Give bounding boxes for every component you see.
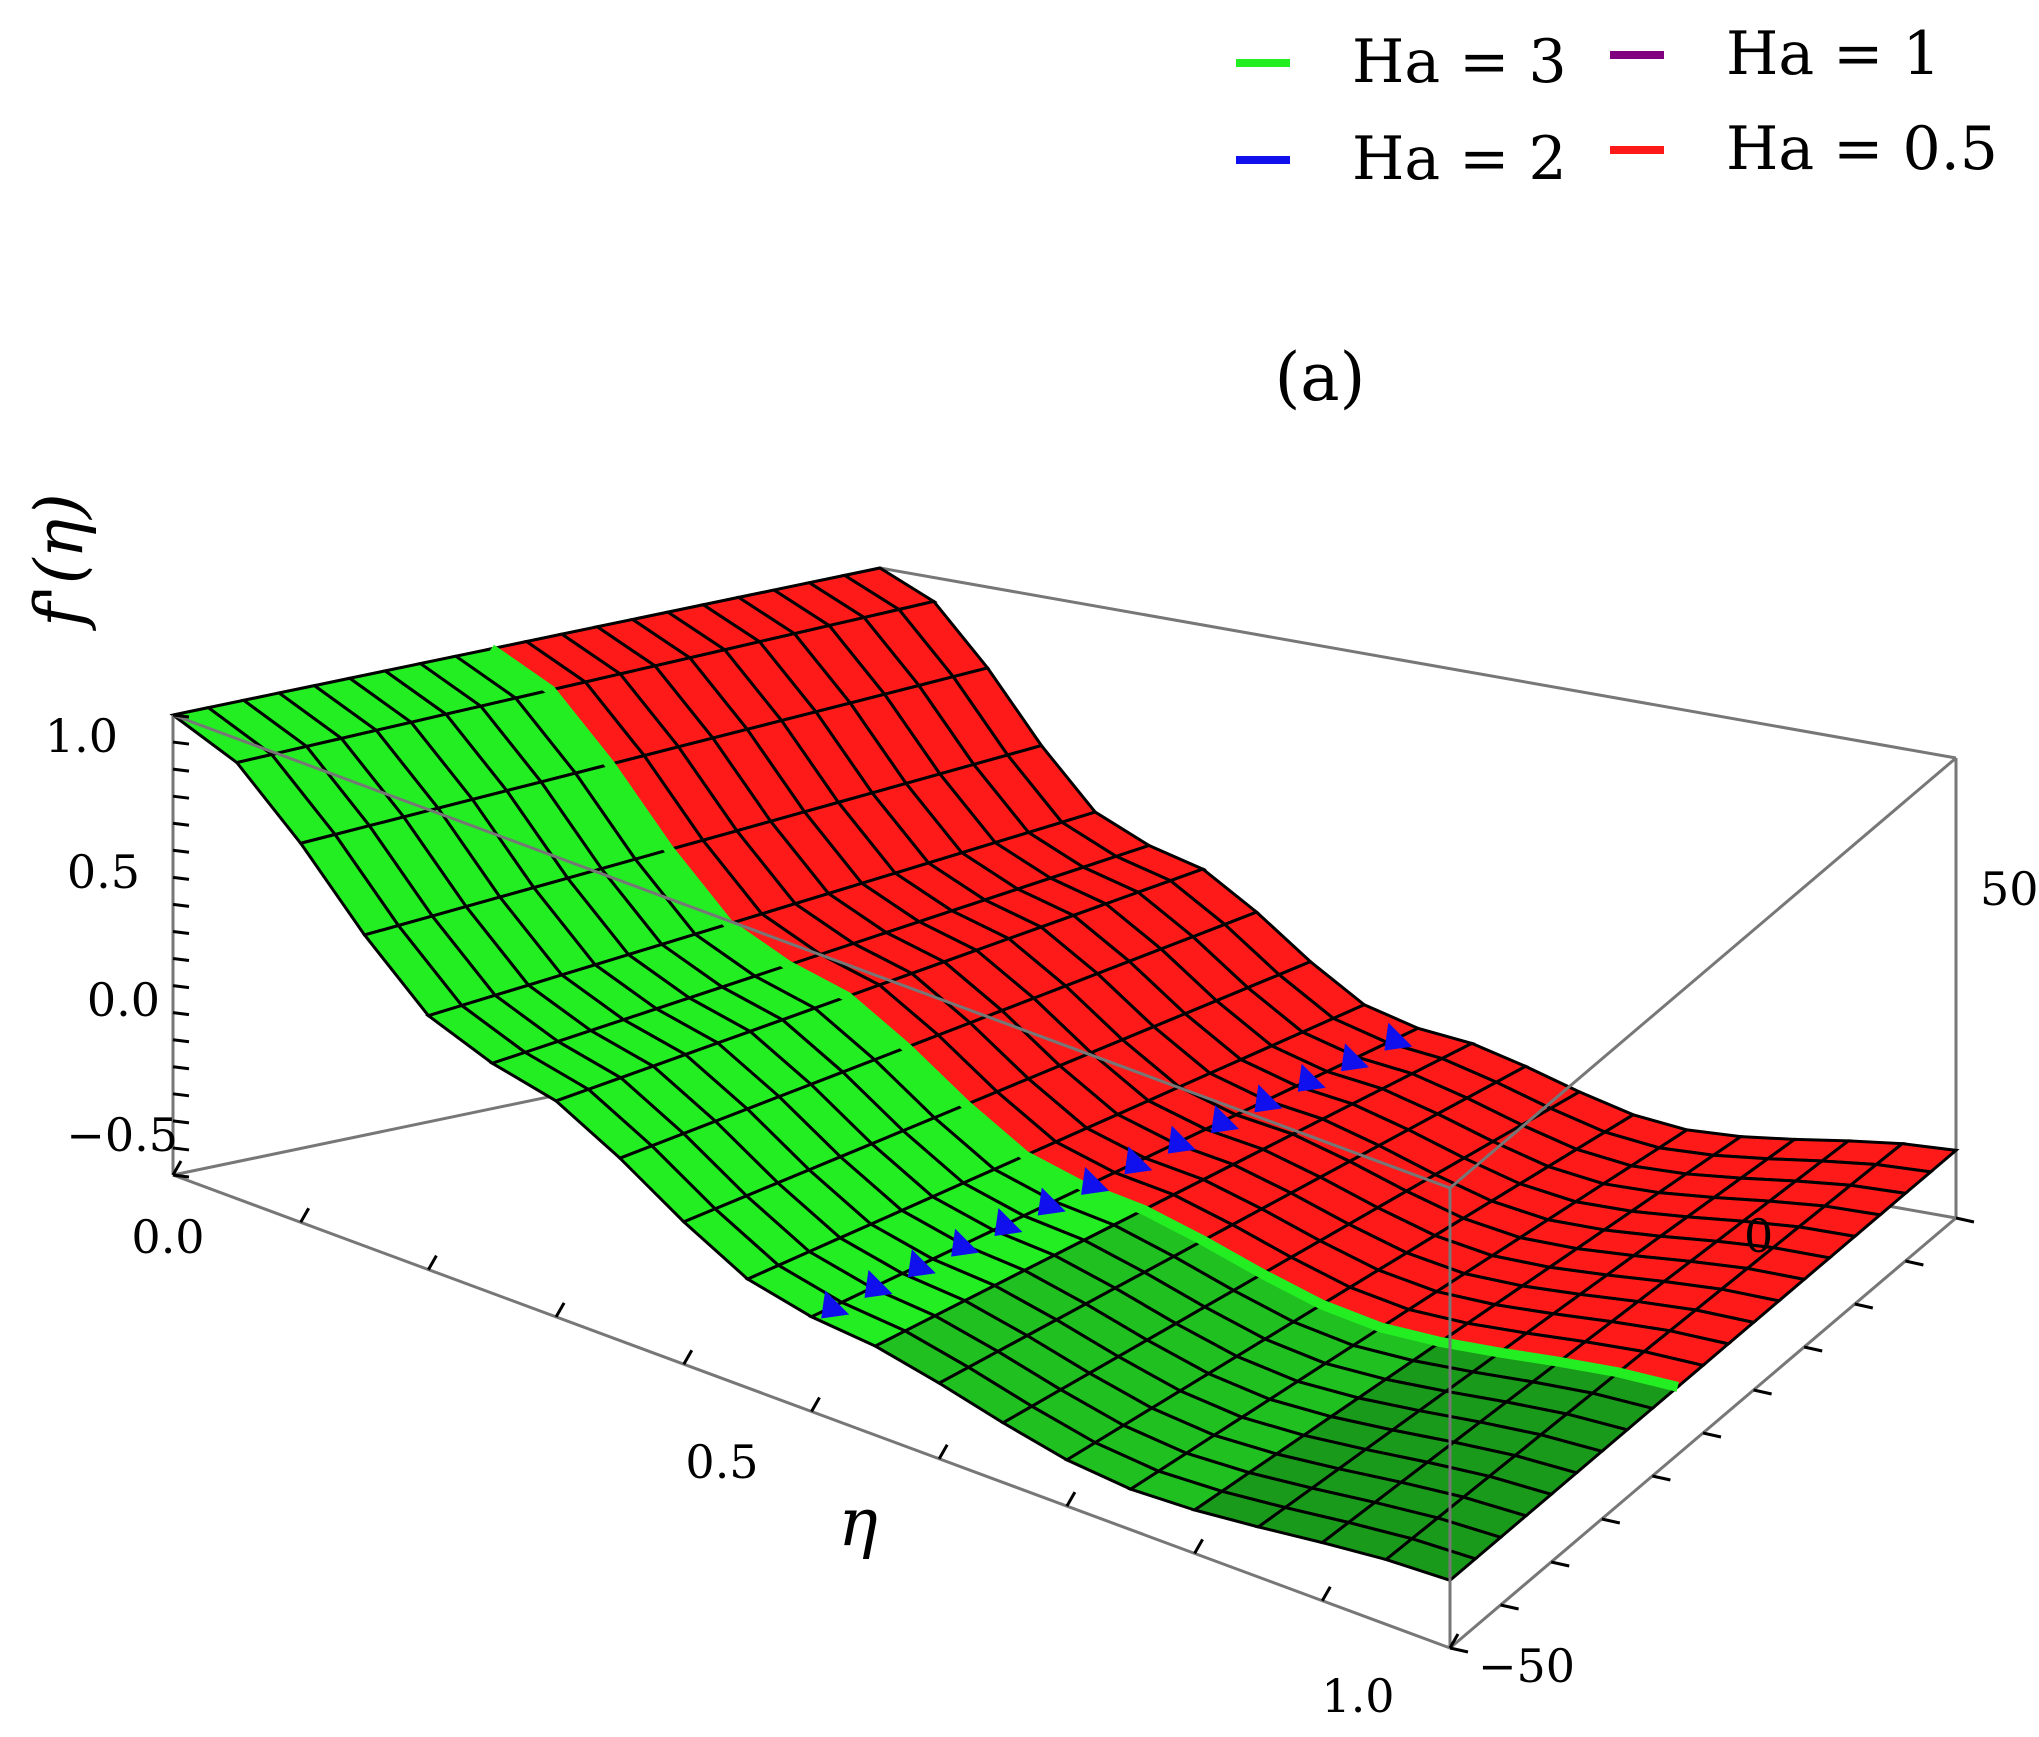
z-tick-mark [172, 1065, 190, 1071]
z-tick-mark [172, 875, 190, 881]
blue-marker [1297, 1063, 1326, 1092]
legend-label: Ha = 3 [1352, 27, 1567, 97]
x-axis-label: η [838, 1484, 878, 1561]
y-tick-label: 0 [1744, 1209, 1773, 1263]
x-tick-mark [937, 1444, 949, 1460]
x-tick-label: 1.0 [1321, 1669, 1394, 1723]
x-tick-mark [299, 1207, 311, 1224]
y-tick-mark [1500, 1603, 1519, 1611]
y-tick-mark [1652, 1474, 1671, 1482]
blue-marker [951, 1228, 980, 1257]
z-tick-mark [172, 1146, 190, 1152]
box-edge [879, 566, 1957, 760]
y-tick-label: 50 [1980, 862, 2039, 916]
y-tick-mark [1702, 1431, 1722, 1439]
legend: Ha = 3 Ha = 2 Ha = 1 Ha = 0.5 [1236, 19, 1998, 194]
blue-marker [1384, 1022, 1413, 1051]
z-tick-mark [172, 848, 190, 854]
y-tick-mark [1803, 1345, 1823, 1353]
blue-markers [821, 1022, 1413, 1319]
z-tick-mark [172, 794, 190, 800]
legend-label: Ha = 2 [1352, 124, 1567, 194]
x-tick-mark [682, 1349, 694, 1365]
panel-label: (a) [1275, 339, 1366, 416]
z-axis-label: f'(η) [21, 493, 98, 632]
x-tick-mark [1448, 1633, 1460, 1649]
blue-marker [1341, 1043, 1370, 1072]
x-tick-mark [1193, 1538, 1204, 1555]
z-tick-mark [172, 821, 190, 827]
z-tick-mark [172, 1038, 190, 1044]
z-tick-mark [172, 1119, 190, 1125]
box-edge [1449, 756, 1957, 1190]
tick-marks [171, 713, 1975, 1654]
y-tick-mark [1449, 1646, 1469, 1654]
x-tick-mark [554, 1302, 566, 1318]
z-tick-label: −0.5 [66, 1108, 178, 1162]
z-tick-mark [172, 1173, 190, 1179]
z-tick-mark [172, 740, 190, 746]
x-tick-mark [427, 1254, 438, 1271]
z-tick-label: 0.0 [87, 973, 160, 1027]
z-tick-mark [172, 713, 190, 719]
legend-label: Ha = 1 [1726, 19, 1941, 89]
z-tick-mark [172, 929, 190, 935]
box-edge [172, 713, 1451, 1190]
surface-layers [169, 566, 1960, 1583]
blue-marker [907, 1249, 936, 1278]
y-tick-mark [1753, 1388, 1772, 1396]
x-tick-label: 0.0 [131, 1210, 204, 1264]
blue-marker [1254, 1084, 1283, 1113]
z-tick-mark [172, 767, 190, 773]
blue-marker [1124, 1146, 1153, 1175]
blue-marker [1211, 1105, 1240, 1134]
z-tick-mark [172, 1092, 190, 1098]
x-tick-mark [171, 1160, 183, 1176]
blue-marker [821, 1290, 850, 1319]
y-tick-mark [1601, 1517, 1621, 1525]
x-tick-mark [810, 1396, 821, 1413]
y-tick-label: −50 [1478, 1639, 1575, 1693]
y-tick-mark [1854, 1302, 1874, 1310]
z-tick-mark [172, 902, 190, 908]
legend-label: Ha = 0.5 [1726, 114, 1998, 184]
z-tick-mark [172, 957, 190, 963]
z-tick-label: 0.5 [67, 845, 140, 899]
z-tick-mark [172, 984, 190, 990]
z-tick-label: 1.0 [45, 709, 118, 763]
blue-marker [994, 1208, 1023, 1237]
y-tick-mark [1905, 1259, 1924, 1267]
blue-marker [1037, 1187, 1066, 1216]
blue-marker [1167, 1125, 1196, 1154]
blue-marker [864, 1269, 893, 1298]
y-tick-mark [1955, 1216, 1975, 1224]
x-tick-mark [1065, 1491, 1077, 1507]
x-tick-mark [1320, 1585, 1332, 1602]
blue-marker [1081, 1166, 1110, 1195]
y-tick-mark [1550, 1560, 1570, 1568]
x-tick-label: 0.5 [685, 1435, 758, 1489]
z-tick-mark [172, 1011, 190, 1017]
